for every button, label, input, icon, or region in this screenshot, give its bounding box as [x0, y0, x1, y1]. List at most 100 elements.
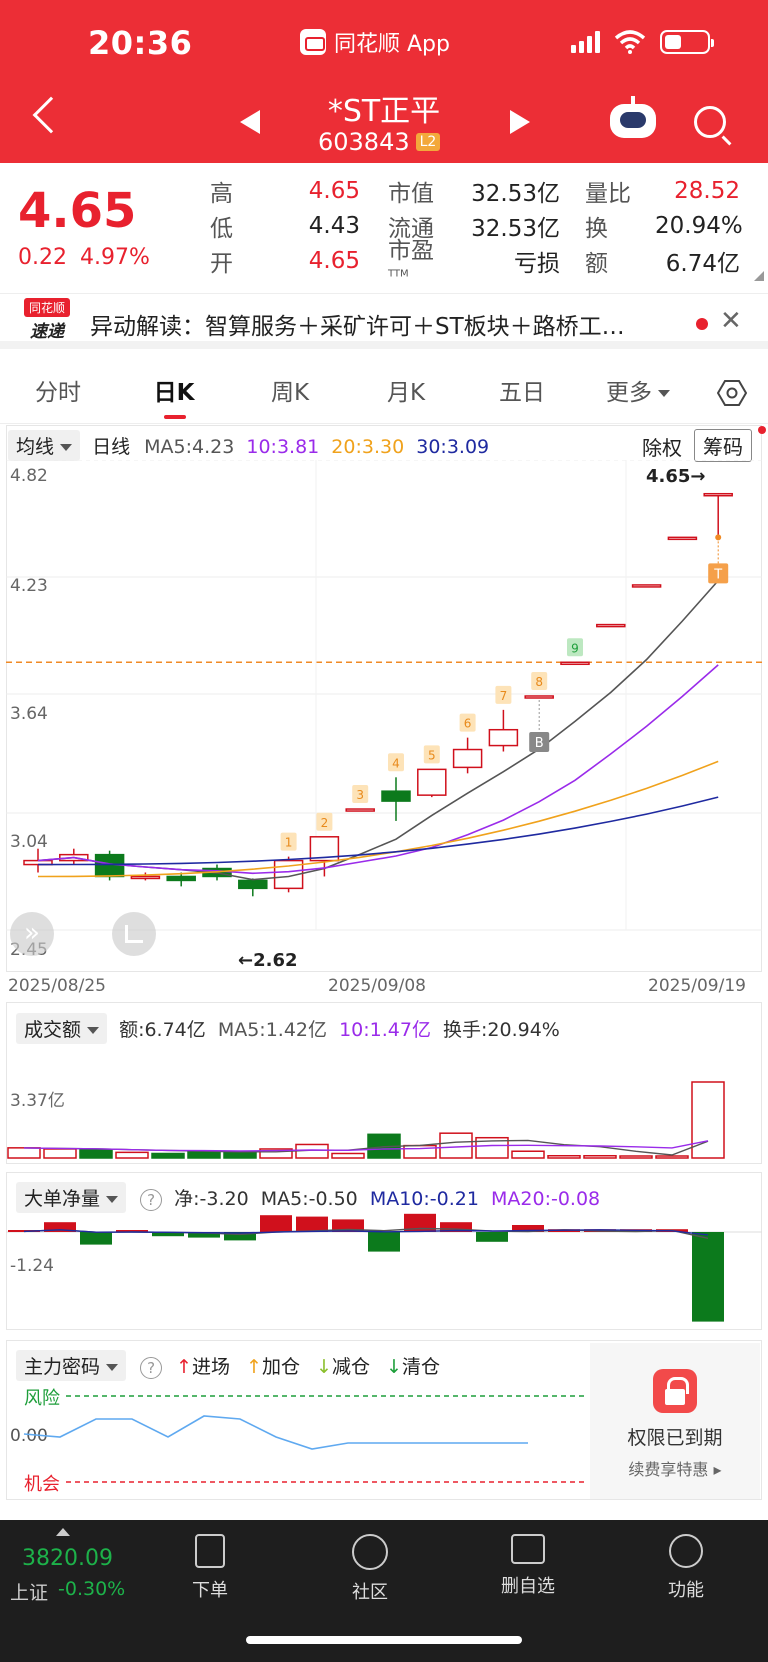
- bigorder-net: 净:-3.20: [174, 1188, 249, 1210]
- candle-body: [667, 536, 698, 541]
- status-app-indicator: 同花顺 App: [300, 26, 450, 58]
- candle-body: [238, 879, 268, 890]
- candle-body: [309, 836, 340, 862]
- menu-circle-icon: [669, 1534, 703, 1568]
- help-icon[interactable]: ?: [140, 1356, 163, 1379]
- chance-label: 机会: [24, 1474, 60, 1495]
- index-up-caret-icon: [56, 1528, 70, 1536]
- legend-clear: 清仓: [401, 1356, 440, 1378]
- indicator-select[interactable]: 均线: [8, 430, 81, 461]
- ma10-line: [37, 664, 719, 875]
- robot-assistant-icon[interactable]: [610, 96, 656, 138]
- bigorder-bar: [404, 1213, 436, 1232]
- y-label-2: 4.23: [10, 576, 48, 596]
- prev-stock-icon[interactable]: [240, 110, 260, 134]
- tab-more[interactable]: 更多: [580, 364, 696, 423]
- value-volume-ratio: 28.52: [674, 177, 740, 204]
- permission-expired-box[interactable]: 权限已到期 续费享特惠 ▸: [590, 1343, 760, 1499]
- expired-text: 权限已到期: [627, 1427, 723, 1449]
- value-low: 4.43: [308, 212, 360, 239]
- value-pe: 亏损: [514, 250, 560, 277]
- value-high: 4.65: [308, 177, 360, 204]
- kline-chart[interactable]: 1 2 3 4 5 6 7 8 9 B T: [6, 460, 762, 972]
- tab-weekly-k[interactable]: 周K: [270, 380, 310, 406]
- mainforce-select[interactable]: 主力密码: [16, 1350, 127, 1381]
- current-price: 4.65: [18, 183, 137, 239]
- status-app-name: 同花顺 App: [334, 32, 450, 57]
- home-indicator[interactable]: [246, 1636, 522, 1644]
- quote-grid: 高 4.65 市值 32.53亿 量比 28.52 低 4.43 流通 32.5…: [210, 173, 760, 279]
- tab-monthly-k[interactable]: 月K: [386, 380, 426, 406]
- status-icons: [571, 30, 714, 54]
- sell-marker: [708, 563, 729, 584]
- volume-bar: [187, 1150, 221, 1159]
- close-icon[interactable]: ✕: [720, 306, 742, 336]
- fullscreen-icon[interactable]: [112, 912, 156, 956]
- anomaly-banner[interactable]: 同花顺 速递 异动解读：智算服务＋采矿许可＋ST板块＋路桥工… ✕: [0, 293, 768, 349]
- legend-add: 加仓: [262, 1356, 301, 1378]
- volume-bar: [115, 1151, 149, 1159]
- renew-link[interactable]: 续费享特惠 ▸: [628, 1460, 722, 1479]
- nav-functions-label: 功能: [668, 1580, 704, 1601]
- bigorder-bar: [80, 1232, 112, 1245]
- chevron-down-icon: [60, 444, 73, 451]
- volume-bar: [7, 1147, 41, 1159]
- signal-badge-text: 4: [392, 756, 400, 770]
- arrow-up-orange-icon: ↑: [246, 1356, 263, 1378]
- tab-intraday[interactable]: 分时: [35, 380, 81, 406]
- next-stock-icon[interactable]: [510, 110, 530, 134]
- mainforce-legend: 主力密码 ? ↑进场 ↑加仓 ↓减仓 ↓清仓: [16, 1350, 440, 1381]
- nav-remove-watchlist-label: 删自选: [501, 1576, 555, 1597]
- label-float-cap: 流通: [388, 215, 434, 242]
- tab-daily-k[interactable]: 日K: [116, 364, 232, 423]
- bigorder-chart[interactable]: [6, 1212, 762, 1330]
- expand-arrows-icon[interactable]: »: [10, 912, 54, 956]
- tab-five-day[interactable]: 五日: [499, 380, 545, 406]
- date-end: 2025/09/19: [648, 976, 746, 996]
- y-label-4: 3.04: [10, 832, 48, 852]
- nav-remove-watchlist[interactable]: 删自选: [478, 1534, 578, 1598]
- chevron-down-icon: [106, 1364, 119, 1371]
- level2-badge: L2: [415, 133, 441, 151]
- nav-order[interactable]: 下单: [160, 1534, 260, 1602]
- ma30-line: [37, 796, 719, 866]
- label-open: 开: [210, 250, 233, 277]
- search-icon[interactable]: [694, 106, 726, 138]
- volume-bar: [439, 1132, 473, 1159]
- settings-hexagon-icon[interactable]: [717, 378, 747, 408]
- bigorder-ma5: MA5:-0.50: [260, 1188, 358, 1210]
- logo-top-text: 同花顺: [24, 298, 70, 317]
- index-change: -0.30%: [58, 1578, 126, 1600]
- signal-badge-text: 6: [464, 717, 472, 731]
- bottom-toolbar: 3820.09 上证 -0.30% 下单 社区 删自选 功能: [0, 1520, 768, 1662]
- chip-distribution-button[interactable]: 筹码: [694, 429, 752, 462]
- candle-body: [631, 584, 662, 588]
- index-value[interactable]: 3820.09: [22, 1546, 113, 1571]
- bigorder-y-label: -1.24: [10, 1256, 54, 1276]
- value-amount: 6.74亿: [665, 250, 740, 277]
- change-percent: 4.97%: [79, 245, 150, 270]
- bigorder-select[interactable]: 大单净量: [16, 1182, 127, 1213]
- volume-bar: [259, 1148, 293, 1159]
- signal-badge-6: [459, 713, 476, 732]
- period-label: 日线: [92, 436, 131, 458]
- ma5-label: MA5:4.23: [144, 436, 235, 458]
- value-market-cap: 32.53亿: [471, 180, 560, 207]
- renew-text: 续费享特惠: [628, 1460, 709, 1479]
- expand-corner-icon[interactable]: [754, 271, 764, 281]
- signal-badge-4: [388, 753, 404, 772]
- nav-functions[interactable]: 功能: [636, 1534, 736, 1602]
- volume-select[interactable]: 成交额: [16, 1013, 108, 1044]
- battery-icon: [660, 30, 714, 54]
- volume-bar: [547, 1154, 581, 1159]
- volume-chart[interactable]: [6, 1040, 762, 1164]
- ex-rights-button[interactable]: 除权: [642, 436, 682, 460]
- nav-community[interactable]: 社区: [320, 1534, 420, 1604]
- app-header: 20:36 同花顺 App *ST正平 603843 L2: [0, 0, 768, 163]
- volume-bar: [223, 1151, 257, 1159]
- signal-badge-text: 3: [356, 788, 364, 802]
- label-pe-text: 市盈: [388, 237, 434, 264]
- high-price-marker: 4.65→: [646, 466, 706, 487]
- wifi-icon: [614, 30, 646, 54]
- help-icon[interactable]: ?: [140, 1188, 163, 1211]
